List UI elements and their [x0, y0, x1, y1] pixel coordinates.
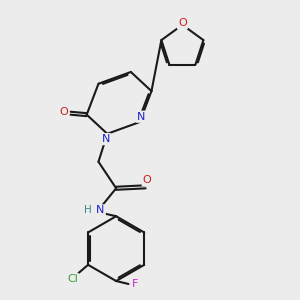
Text: F: F — [132, 279, 138, 289]
Text: N: N — [96, 206, 105, 215]
Text: O: O — [178, 18, 187, 28]
Text: H: H — [84, 206, 92, 215]
Text: N: N — [137, 112, 145, 122]
Text: O: O — [60, 107, 68, 117]
Text: Cl: Cl — [67, 274, 78, 284]
Text: N: N — [102, 134, 110, 144]
Text: O: O — [143, 175, 152, 185]
